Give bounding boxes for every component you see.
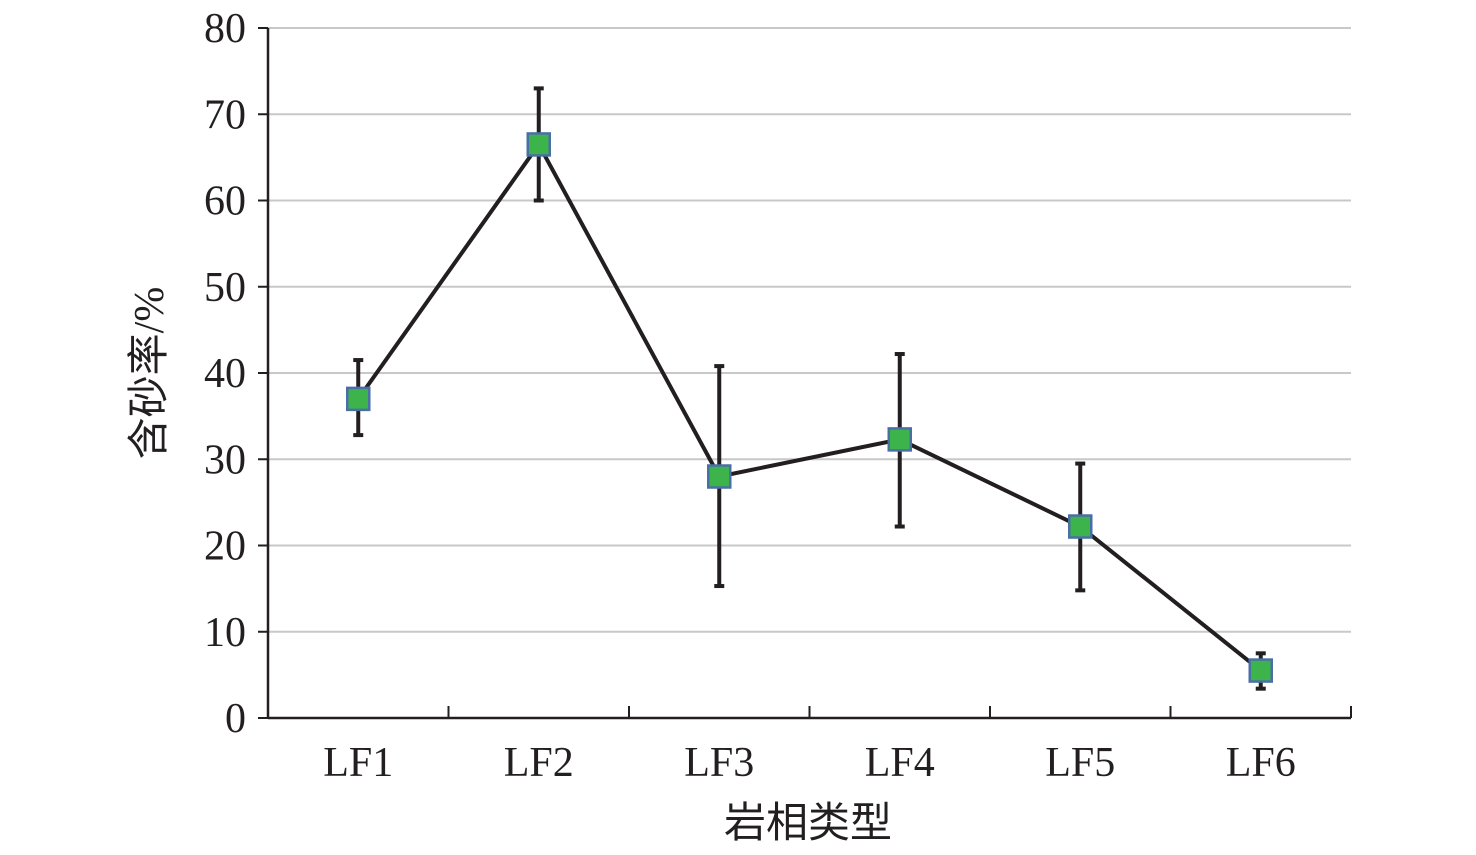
y-tick-label: 50 [204, 265, 246, 311]
x-tick-label: LF4 [865, 740, 935, 786]
data-point [707, 464, 732, 489]
y-tick-label: 10 [204, 610, 246, 656]
x-axis-title: 岩相类型 [724, 801, 892, 847]
y-tick-label: 60 [204, 179, 246, 225]
x-tick-label: LF2 [504, 740, 574, 786]
y-tick-label: 0 [225, 696, 246, 742]
y-tick-label: 70 [204, 92, 246, 138]
y-tick-label: 80 [204, 6, 246, 52]
data-point [1068, 514, 1093, 539]
data-point [346, 386, 371, 412]
y-tick-labels: 0 10 20 30 40 50 60 70 80 [204, 6, 246, 742]
series-group [346, 86, 1273, 691]
x-tick-label: LF3 [684, 740, 754, 786]
series-line [356, 142, 1262, 673]
data-point [887, 427, 912, 452]
x-tick-label: LF5 [1045, 740, 1115, 786]
x-tick-label: LF6 [1226, 740, 1296, 786]
y-axis-title: 含砂率/% [126, 287, 173, 460]
y-tick-label: 40 [204, 351, 246, 397]
x-tick-labels: LF1 LF2 LF3 LF4 LF5 LF6 [323, 740, 1296, 786]
y-tick-label: 20 [204, 524, 246, 570]
data-point [526, 132, 551, 157]
y-tick-label: 30 [204, 437, 246, 483]
gridlines [268, 27, 1351, 633]
x-tick-label: LF1 [323, 740, 393, 786]
axes [258, 27, 1352, 720]
data-point [1248, 658, 1273, 683]
